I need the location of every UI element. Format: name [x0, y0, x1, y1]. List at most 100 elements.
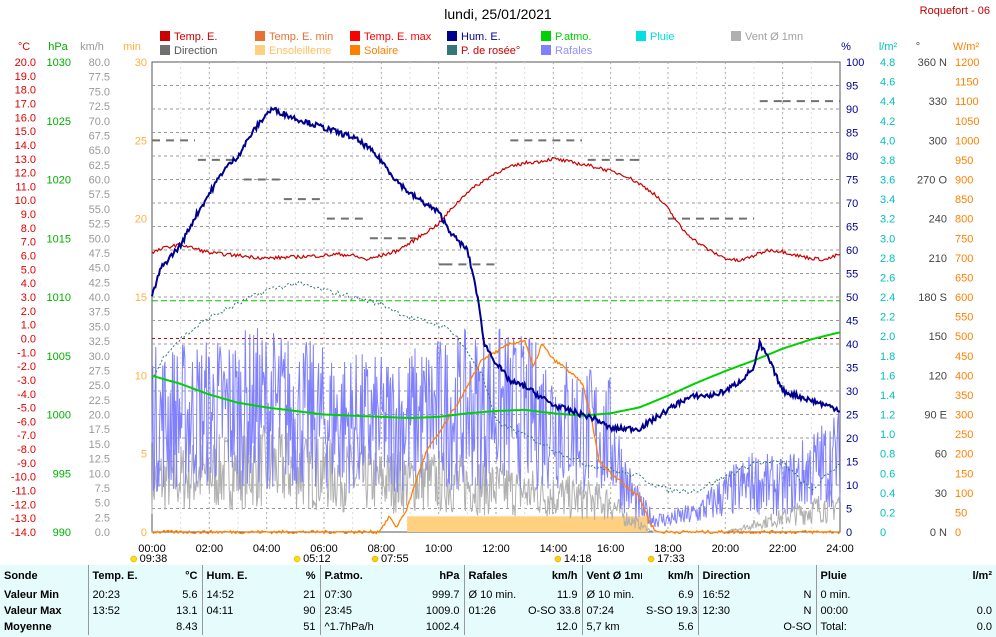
rain-axis-tick-label: 0.2 — [880, 507, 895, 519]
sun-axis-unit: min — [123, 41, 141, 53]
wind-axis-tick-label: 30.0 — [89, 351, 110, 363]
solar-axis-tick-label: 1000 — [955, 135, 979, 147]
temp-axis-tick-label: 9.0 — [21, 209, 36, 221]
hdr-rafales: Rafales — [463, 565, 524, 587]
temp-axis-tick-label: -7.0 — [17, 430, 36, 442]
hum-axis-tick-label: 70 — [846, 198, 858, 210]
sun-axis-tick-label: 30 — [135, 57, 147, 69]
temp-axis-tick-label: 20.0 — [15, 57, 36, 69]
dir-axis-tick-label: 210 — [929, 253, 947, 265]
wind-axis-tick-label: 0.0 — [95, 527, 110, 539]
sunset-time-label: 17:33 — [657, 553, 685, 565]
temp-axis-tick-label: 13.0 — [15, 154, 36, 166]
pluie-time: Total: — [815, 619, 882, 635]
dir-axis-tick-label: 30 — [935, 488, 947, 500]
solar-axis-tick-label: 600 — [955, 292, 973, 304]
dir-axis-tick-label: 360 N — [918, 57, 947, 69]
rain-axis-tick-label: 4.4 — [880, 96, 895, 108]
rain-axis-tick-label: 4.0 — [880, 135, 895, 147]
chart-title: lundi, 25/01/2021 — [444, 6, 552, 22]
moonset-time-label: 09:38 — [140, 553, 168, 565]
hum-axis-tick-label: 15 — [846, 457, 858, 469]
transit-time-label: 14:18 — [564, 553, 592, 565]
hum-axis-tick-label: 40 — [846, 339, 858, 351]
dir-axis-tick-label: 150 — [929, 331, 947, 343]
solar-axis-tick-label: 1150 — [955, 77, 979, 89]
direction-value: N — [803, 589, 812, 601]
solar-axis-tick-label: 350 — [955, 390, 973, 402]
hum-axis-tick-label: 45 — [846, 316, 858, 328]
time-tick-label: 06:00 — [310, 543, 338, 555]
wind-axis-tick-label: 20.0 — [89, 410, 110, 422]
rain-axis-tick-label: 2.0 — [880, 331, 895, 343]
wind-axis-tick-label: 72.5 — [89, 101, 110, 113]
rain-axis-tick-label: 4.2 — [880, 116, 895, 128]
solar-axis-tick-label: 900 — [955, 175, 973, 187]
temp-value: 5.6 — [182, 589, 198, 601]
time-tick-label: 00:00 — [138, 543, 166, 555]
sun-axis-tick-label: 15 — [135, 292, 147, 304]
wind-axis-tick-label: 32.5 — [89, 336, 110, 348]
hum-axis-tick-label: 65 — [846, 222, 858, 234]
temp-axis-tick-label: -2.0 — [17, 361, 36, 373]
hum-axis-tick-label: 85 — [846, 128, 858, 140]
temp-axis-tick-label: 8.0 — [21, 223, 36, 235]
stats-header-row: Sonde Temp. E. °C Hum. E. % P.atmo. hPa … — [0, 565, 996, 587]
temp-axis-tick-label: 0.0 — [21, 333, 36, 345]
rain-axis-tick-label: 0.8 — [880, 449, 895, 461]
sun-axis-tick-label: 0 — [141, 527, 147, 539]
series-solar-line — [151, 339, 841, 535]
sunrise-icon — [371, 555, 379, 563]
hum-axis-tick-label: 80 — [846, 151, 858, 163]
wind-axis-tick-label: 80.0 — [89, 57, 110, 69]
dir-axis-tick-label: 300 — [929, 135, 947, 147]
wind-axis-tick-label: 57.5 — [89, 189, 110, 201]
vent-time: Ø 10 min. — [581, 587, 642, 603]
moonrise-time-label: 05:12 — [303, 553, 331, 565]
solar-axis-tick-label: 100 — [955, 488, 973, 500]
pluie-value — [882, 587, 996, 603]
wind-axis-tick-label: 60.0 — [89, 175, 110, 187]
stats-row-avg: Moyenne 8.43 51 ^1.7hPa/h 1002.4 12.0 5,… — [0, 619, 996, 635]
temp-axis-tick-label: 3.0 — [21, 292, 36, 304]
hum-axis-tick-label: 0 — [846, 527, 852, 539]
solar-axis-tick-label: 50 — [955, 507, 967, 519]
temp-axis-tick-label: -4.0 — [17, 389, 36, 401]
row-label: Valeur Max — [4, 605, 62, 617]
hum-axis-unit: % — [841, 41, 851, 53]
wind-axis-tick-label: 5.0 — [95, 498, 110, 510]
moonrise-icon — [293, 555, 301, 563]
hum-time: 04:11 — [201, 603, 270, 619]
sun-axis-tick-label: 25 — [135, 135, 147, 147]
hum-value: 90 — [303, 605, 316, 617]
rain-axis-tick-label: 3.2 — [880, 214, 895, 226]
temp-axis-tick-label: 16.0 — [15, 112, 36, 124]
temp-axis-tick-label: 19.0 — [15, 71, 36, 83]
series-humidity-line — [151, 106, 841, 435]
rain-axis-tick-label: 3.8 — [880, 155, 895, 167]
pluie-time: 0 min. — [815, 587, 882, 603]
hum-time — [201, 619, 270, 635]
patmo-value: 999.7 — [431, 589, 460, 601]
rain-axis-tick-label: 3.0 — [880, 233, 895, 245]
vent-time: 07:24 — [581, 603, 642, 619]
hum-axis-tick-label: 95 — [846, 81, 858, 93]
hum-axis-tick-label: 30 — [846, 386, 858, 398]
direction-value: N — [803, 605, 812, 617]
rafales-value: 12.0 — [556, 621, 578, 633]
wind-axis-tick-label: 65.0 — [89, 145, 110, 157]
rain-axis-tick-label: 2.6 — [880, 272, 895, 284]
rafales-time: Ø 10 min. — [463, 587, 524, 603]
solar-axis-tick-label: 1050 — [955, 116, 979, 128]
rafales-value: 11.9 — [556, 589, 578, 601]
stats-footer: Sonde Temp. E. °C Hum. E. % P.atmo. hPa … — [0, 565, 996, 637]
wind-axis-tick-label: 40.0 — [89, 292, 110, 304]
wind-axis-tick-label: 7.5 — [95, 483, 110, 495]
temp-axis-tick-label: 7.0 — [21, 237, 36, 249]
patmo-value: 1002.4 — [425, 621, 460, 633]
hum-axis-tick-label: 20 — [846, 433, 858, 445]
temp-axis-tick-label: 15.0 — [15, 126, 36, 138]
sunset-icon — [647, 555, 655, 563]
rain-axis-tick-label: 0 — [880, 527, 886, 539]
patmo-time: 23:45 — [319, 603, 394, 619]
